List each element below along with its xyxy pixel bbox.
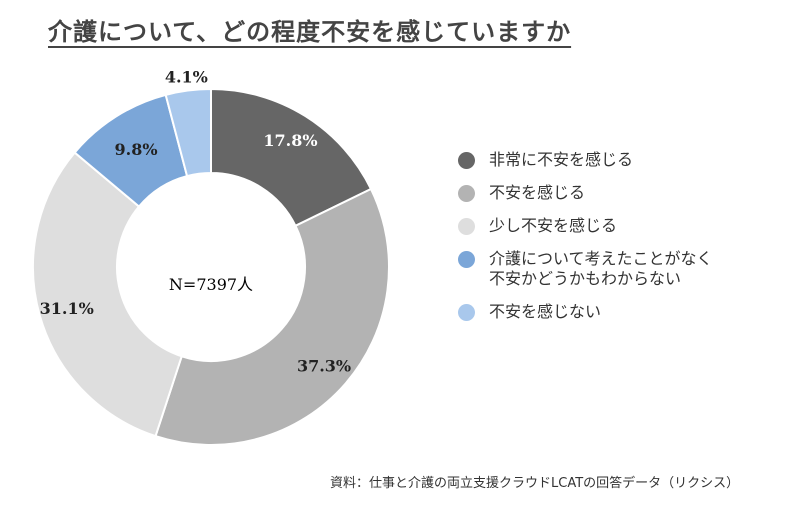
legend-swatch-5 xyxy=(458,304,475,321)
legend-swatch-2 xyxy=(458,185,475,202)
slice-2 xyxy=(154,187,390,446)
source-note: 資料：仕事と介護の両立支援クラウドLCATの回答データ（リクシス） xyxy=(330,476,740,491)
slice-5 xyxy=(164,87,212,178)
legend-swatch-1 xyxy=(458,152,475,169)
legend-item-3: 少し不安を感じる xyxy=(458,216,798,236)
slice-label-3: 31.1% xyxy=(40,299,94,318)
legend-item-1: 非常に不安を感じる xyxy=(458,150,798,170)
slice-3 xyxy=(32,151,183,438)
slice-label-2: 37.3% xyxy=(297,357,351,376)
legend-swatch-4 xyxy=(458,251,475,268)
slice-label-1: 17.8% xyxy=(263,131,317,150)
legend-item-2: 不安を感じる xyxy=(458,183,798,203)
legend-swatch-3 xyxy=(458,218,475,235)
legend-label-1: 非常に不安を感じる xyxy=(489,150,634,169)
legend-label-5: 不安を感じない xyxy=(489,302,602,321)
legend: 非常に不安を感じる 不安を感じる少し不安を感じる介護について考えたことがなく 不安… xyxy=(458,150,798,335)
legend-label-3: 少し不安を感じる xyxy=(489,216,618,235)
center-label: N=7397人 xyxy=(169,275,253,294)
slice-label-5: 4.1% xyxy=(165,68,208,87)
legend-label-4: 介護について考えたことがなく 不安かどうかもわからない xyxy=(489,249,713,288)
slice-1 xyxy=(210,87,373,228)
chart-title: 介護について、どの程度不安を感じていますか xyxy=(48,18,572,46)
legend-label-2: 不安を感じる xyxy=(489,183,586,202)
slice-label-4: 9.8% xyxy=(115,140,158,159)
legend-item-5: 不安を感じない xyxy=(458,302,798,322)
legend-item-4: 介護について考えたことがなく 不安かどうかもわからない xyxy=(458,249,798,289)
